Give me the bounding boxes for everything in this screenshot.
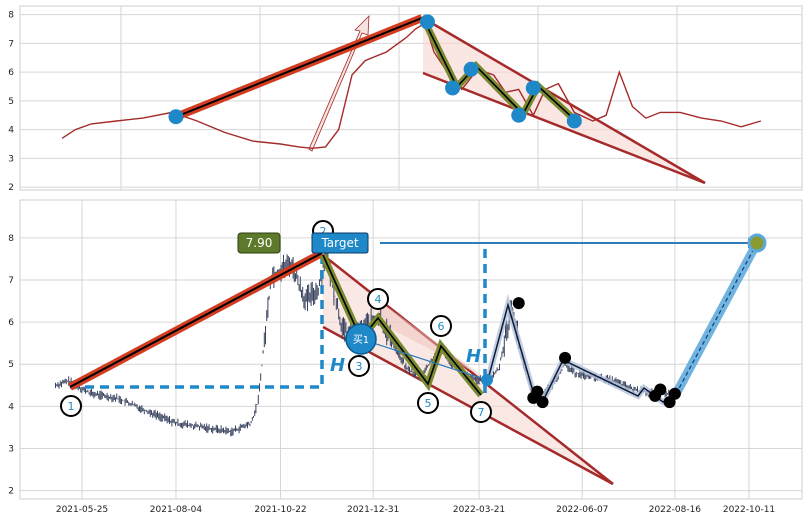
bottom-horizontal-gridlines (20, 237, 802, 492)
wave-label-7-text: 7 (478, 406, 485, 419)
top-vertical-gridlines (120, 6, 678, 190)
black-pivot-point (536, 396, 549, 409)
bottom-black-points (512, 297, 681, 409)
black-pivot-point (531, 385, 544, 398)
price-value-box: 7.90 (237, 232, 281, 254)
wave-label-2-text: 2 (320, 225, 327, 238)
top-y-tick-label: 6 (8, 68, 14, 78)
top-y-tick-label: 3 (8, 154, 14, 164)
target-box-text: Target (320, 236, 358, 250)
top-y-tick-label: 4 (8, 126, 14, 136)
price-value-text: 7.90 (246, 236, 273, 250)
h-label-right: H (466, 346, 481, 367)
bottom-vertical-gridlines (81, 200, 750, 499)
wave-label-1-text: 1 (68, 400, 75, 413)
bottom-y-tick-label: 6 (8, 318, 14, 328)
bottom-y-tick-label: 2 (8, 487, 14, 497)
top-y-ticks: 2 3 4 5 6 7 8 (8, 11, 14, 194)
bottom-inner-triangle-fill (378, 300, 487, 379)
x-tick-label: 2021-12-31 (347, 505, 399, 515)
wave-label-4: 4 (367, 288, 389, 310)
top-panel: 2 3 4 5 6 7 8 (8, 5, 803, 194)
bottom-y-tick-label: 7 (8, 276, 14, 286)
bottom-y-tick-label: 5 (8, 360, 14, 370)
top-pivot-marker (168, 109, 184, 125)
h-label-left: H (330, 355, 345, 376)
bracket-left-dashed (70, 255, 324, 389)
top-pivot-marker (525, 80, 541, 96)
top-pivot-marker (511, 107, 527, 123)
wave-label-4-text: 4 (375, 293, 382, 306)
top-y-tick-label: 5 (8, 97, 14, 107)
wave-label-3: 3 (348, 355, 370, 377)
top-pivot-markers (168, 14, 582, 129)
wave-label-7: 7 (470, 401, 492, 423)
projection-target-marker (747, 233, 767, 253)
bottom-y-ticks: 2 3 4 5 6 7 8 (8, 234, 14, 497)
x-tick-label: 2021-08-04 (150, 505, 203, 515)
projection-line (675, 242, 758, 395)
bottom-trend-line-inner (69, 252, 323, 388)
x-tick-label: 2021-10-22 (254, 505, 306, 515)
x-tick-label: 2021-05-25 (56, 505, 108, 515)
top-pivot-marker (445, 80, 461, 96)
top-y-tick-label: 8 (8, 11, 14, 21)
bottom-y-tick-label: 3 (8, 444, 14, 454)
top-pivot-marker (566, 113, 582, 129)
top-price-line (61, 22, 762, 150)
black-pivot-point (654, 383, 667, 396)
bottom-y-tick-label: 4 (8, 402, 14, 412)
black-pivot-point (559, 351, 572, 364)
target-box: Target (311, 232, 369, 254)
top-pivot-marker (419, 14, 435, 30)
top-triangle-lower-edge (422, 71, 706, 185)
top-y-tick-label: 2 (8, 183, 14, 193)
top-hollow-arrow (308, 14, 370, 152)
wave-label-3-text: 3 (356, 360, 363, 373)
wave-label-5-text: 5 (425, 397, 432, 410)
top-horizontal-gridlines (20, 14, 802, 188)
buy-marker-label: 买1 (353, 334, 369, 346)
x-tick-label: 2022-06-07 (556, 505, 608, 515)
buy-marker: 买1 (345, 323, 377, 355)
wave-label-1: 1 (60, 395, 82, 417)
top-zigzag-inner (422, 17, 577, 122)
top-triangle-upper-edge (422, 16, 706, 185)
x-tick-label: 2022-03-21 (453, 505, 505, 515)
bottom-y-tick-label: 8 (8, 234, 14, 244)
black-pivot-point (668, 387, 681, 400)
top-plot-frame (19, 5, 803, 191)
blue-point-lower-right (481, 374, 493, 386)
top-trend-line-inner (177, 17, 423, 117)
wave-label-6: 6 (430, 315, 452, 337)
x-tick-label: 2022-08-16 (649, 505, 702, 515)
buy-link-line (360, 338, 488, 381)
wave-label-5: 5 (417, 392, 439, 414)
top-y-tick-label: 7 (8, 39, 14, 49)
bottom-x-ticks: 2021-05-25 2021-08-04 2021-10-22 2021-12-31… (56, 505, 775, 515)
wave-label-6-text: 6 (438, 320, 445, 333)
bottom-triangle-lower-edge (322, 325, 614, 486)
top-pivot-marker (463, 61, 479, 77)
x-tick-label: 2022-10-11 (723, 505, 775, 515)
black-pivot-point (512, 297, 525, 310)
